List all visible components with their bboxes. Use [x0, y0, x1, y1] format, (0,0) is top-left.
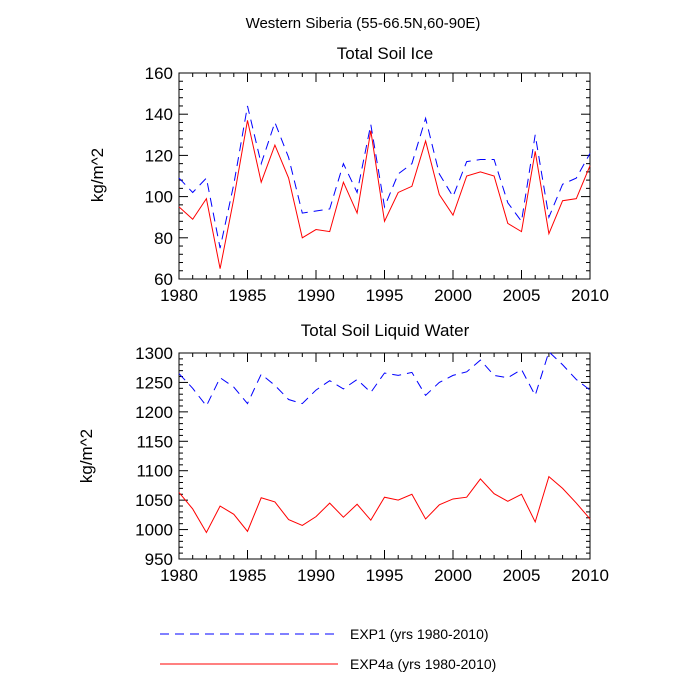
x-tick-label-soil-liquid-water: 1980: [160, 566, 198, 585]
y-tick-label-soil-ice: 120: [145, 146, 173, 165]
series-line-exp4a-soil-liquid-water: [178, 475, 591, 534]
x-tick-label-soil-liquid-water: 1995: [366, 566, 404, 585]
x-tick-label-soil-liquid-water: 1990: [297, 566, 335, 585]
plot-frame-soil-ice: [178, 72, 591, 280]
series-line-exp1-soil-liquid-water: [178, 350, 591, 407]
y-tick-label-soil-ice: 140: [145, 105, 173, 124]
x-tick-label-soil-ice: 2005: [503, 286, 541, 305]
y-tick-label-soil-liquid-water: 1150: [136, 432, 173, 451]
plot-frame-soil-liquid-water: [178, 352, 591, 560]
y-tick-label-soil-liquid-water: 1000: [135, 521, 173, 540]
x-tick-label-soil-ice: 2010: [571, 286, 609, 305]
x-tick-label-soil-ice: 1995: [366, 286, 404, 305]
legend-label-exp4a: EXP4a (yrs 1980-2010): [350, 656, 496, 672]
x-tick-label-soil-liquid-water: 2005: [503, 566, 541, 585]
y-tick-label-soil-ice: 80: [154, 229, 173, 248]
series-line-exp4a-soil-ice: [178, 120, 591, 269]
y-tick-label-soil-liquid-water: 1250: [135, 373, 173, 392]
y-tick-label-soil-liquid-water: 1300: [135, 344, 173, 363]
y-tick-label-soil-liquid-water: 1050: [135, 491, 173, 510]
chart-title-soil-liquid-water: Total Soil Liquid Water: [301, 321, 470, 340]
x-tick-label-soil-ice: 1990: [297, 286, 335, 305]
x-tick-label-soil-liquid-water: 2010: [571, 566, 609, 585]
chart-soil-liquid-water: Total Soil Liquid Water kg/m^2 1980 1985 1…: [77, 321, 609, 585]
y-axis-label-soil-liquid-water: kg/m^2: [77, 429, 96, 483]
x-tick-label-soil-liquid-water: 2000: [434, 566, 472, 585]
y-tick-label-soil-ice: 100: [145, 188, 173, 207]
legend-label-exp1: EXP1 (yrs 1980-2010): [350, 626, 489, 642]
y-tick-label-soil-liquid-water: 1200: [135, 403, 173, 422]
chart-soil-ice: Total Soil Ice kg/m^2 1980 1985 1990 1995 20…: [88, 44, 609, 305]
x-tick-label-soil-ice: 1985: [229, 286, 267, 305]
chart-title-soil-ice: Total Soil Ice: [337, 44, 433, 63]
y-tick-label-soil-liquid-water: 1100: [136, 462, 173, 481]
y-tick-label-soil-ice: 60: [154, 270, 173, 289]
series-line-exp1-soil-ice: [178, 105, 591, 249]
y-axis-label-soil-ice: kg/m^2: [88, 148, 107, 202]
y-tick-label-soil-liquid-water: 950: [145, 550, 173, 569]
x-tick-label-soil-liquid-water: 1985: [229, 566, 267, 585]
legend: EXP1 (yrs 1980-2010) EXP4a (yrs 1980-201…: [160, 626, 496, 672]
y-tick-label-soil-ice: 160: [145, 64, 173, 83]
x-tick-label-soil-ice: 2000: [434, 286, 472, 305]
figure-title: Western Siberia (55-66.5N,60-90E): [246, 15, 481, 32]
x-tick-label-soil-ice: 1980: [160, 286, 198, 305]
